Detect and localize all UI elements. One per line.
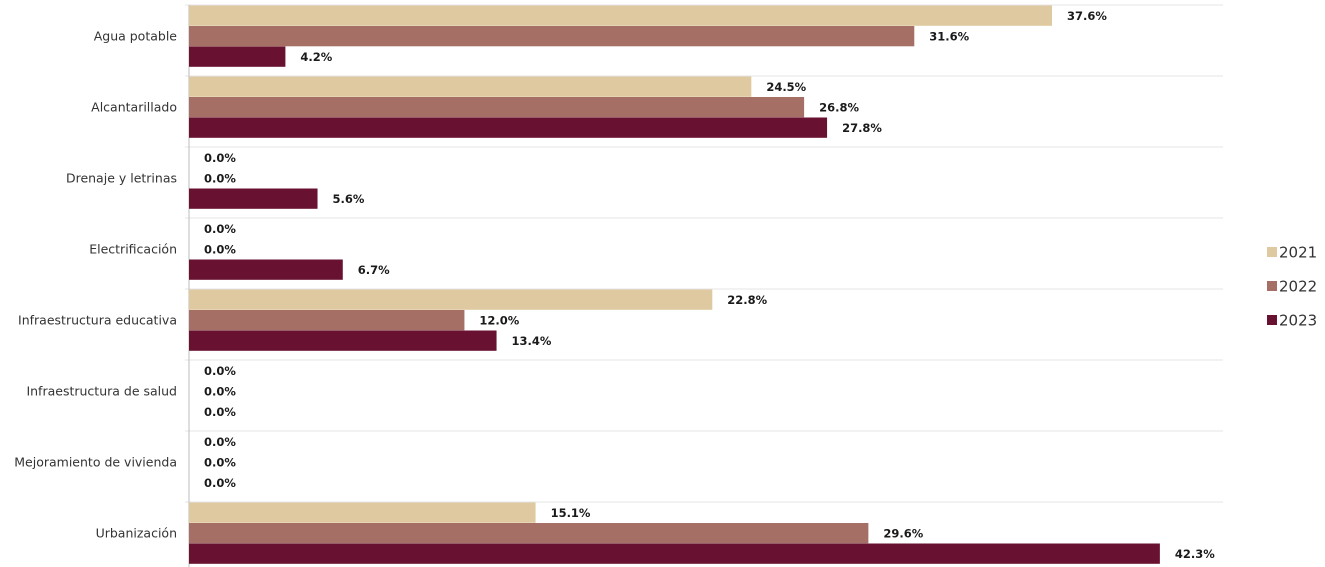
data-label: 5.6%: [333, 192, 365, 206]
bar: [189, 289, 713, 310]
data-label: 31.6%: [929, 29, 969, 43]
grid-layer: [185, 4, 1223, 567]
labels-layer: Agua potable 37.6% 31.6% 4.2% Alcantarillado…: [14, 9, 1215, 561]
data-label: 0.0%: [204, 405, 236, 419]
data-label: 0.0%: [204, 435, 236, 449]
legend-swatch: [1267, 315, 1277, 325]
bar: [189, 188, 318, 209]
bar: [189, 523, 869, 544]
legend: 2021 2022 2023: [1267, 244, 1317, 330]
bar: [189, 502, 536, 523]
legend-swatch: [1267, 281, 1277, 291]
data-label: 0.0%: [204, 476, 236, 490]
data-label: 26.8%: [819, 100, 859, 114]
data-label: 24.5%: [766, 80, 806, 94]
bar: [189, 46, 286, 67]
bar: [189, 117, 828, 138]
data-label: 0.0%: [204, 364, 236, 378]
data-label: 15.1%: [551, 506, 591, 520]
data-label: 12.0%: [479, 313, 519, 327]
bar: [189, 310, 465, 331]
data-label: 27.8%: [842, 121, 882, 135]
bar: [189, 76, 752, 97]
category-label: Agua potable: [94, 28, 178, 43]
bars-layer: [189, 5, 1160, 564]
bar: [189, 330, 497, 351]
data-label: 29.6%: [883, 526, 923, 540]
bar: [189, 26, 915, 47]
data-label: 22.8%: [727, 293, 767, 307]
legend-swatch: [1267, 247, 1277, 257]
category-label: Infraestructura de salud: [26, 383, 177, 398]
data-label: 0.0%: [204, 242, 236, 256]
bar: [189, 97, 805, 118]
bar: [189, 5, 1052, 26]
bar: [189, 259, 343, 280]
data-label: 6.7%: [358, 263, 390, 277]
bar: [189, 543, 1160, 564]
data-label: 42.3%: [1175, 547, 1215, 561]
data-label: 0.0%: [204, 455, 236, 469]
data-label: 0.0%: [204, 384, 236, 398]
legend-label: 2021: [1279, 244, 1317, 262]
category-label: Alcantarillado: [91, 99, 177, 114]
category-label: Mejoramiento de vivienda: [14, 454, 177, 469]
category-label: Infraestructura educativa: [18, 312, 177, 327]
category-label: Electrificación: [89, 241, 177, 256]
legend-label: 2023: [1279, 312, 1317, 330]
data-label: 37.6%: [1067, 9, 1107, 23]
data-label: 0.0%: [204, 171, 236, 185]
data-label: 0.0%: [204, 151, 236, 165]
data-label: 13.4%: [512, 334, 552, 348]
legend-label: 2022: [1279, 278, 1317, 296]
data-label: 4.2%: [300, 50, 332, 64]
data-label: 0.0%: [204, 222, 236, 236]
category-label: Urbanización: [96, 525, 177, 540]
category-label: Drenaje y letrinas: [66, 170, 177, 185]
